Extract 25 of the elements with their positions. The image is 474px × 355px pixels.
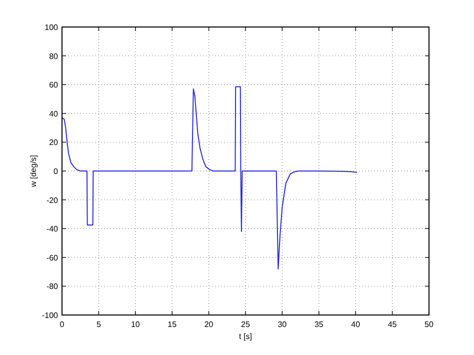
y-tick-label: -60 xyxy=(46,253,59,262)
x-tick-label: 5 xyxy=(96,320,102,329)
x-tick-label: 35 xyxy=(314,320,324,329)
line-series xyxy=(62,86,358,270)
x-tick-label: 45 xyxy=(388,320,398,329)
x-tick-label: 20 xyxy=(204,320,214,329)
x-tick-label: 40 xyxy=(351,320,361,329)
x-tick-label: 15 xyxy=(168,320,178,329)
y-tick-label: 60 xyxy=(49,80,59,90)
x-tick-label: 50 xyxy=(424,320,434,329)
x-tick-label: 0 xyxy=(60,320,65,329)
x-tick-label: 25 xyxy=(241,320,250,329)
x-tick-label: 30 xyxy=(278,320,288,329)
x-axis-title: t [s] xyxy=(239,332,252,341)
y-tick-label: 20 xyxy=(49,138,59,148)
x-tick-label: 10 xyxy=(130,320,140,329)
y-tick-label: 0 xyxy=(54,167,59,176)
y-tick-label: 100 xyxy=(44,23,59,32)
y-tick-label: 40 xyxy=(49,109,59,118)
y-tick-label: 80 xyxy=(49,52,59,61)
y-tick-label: -40 xyxy=(46,224,59,234)
y-tick-label: -80 xyxy=(46,282,59,292)
y-axis-title: w [deg/s] xyxy=(29,154,38,188)
y-tick-label: -100 xyxy=(42,311,59,320)
y-tick-label: -20 xyxy=(46,196,59,205)
